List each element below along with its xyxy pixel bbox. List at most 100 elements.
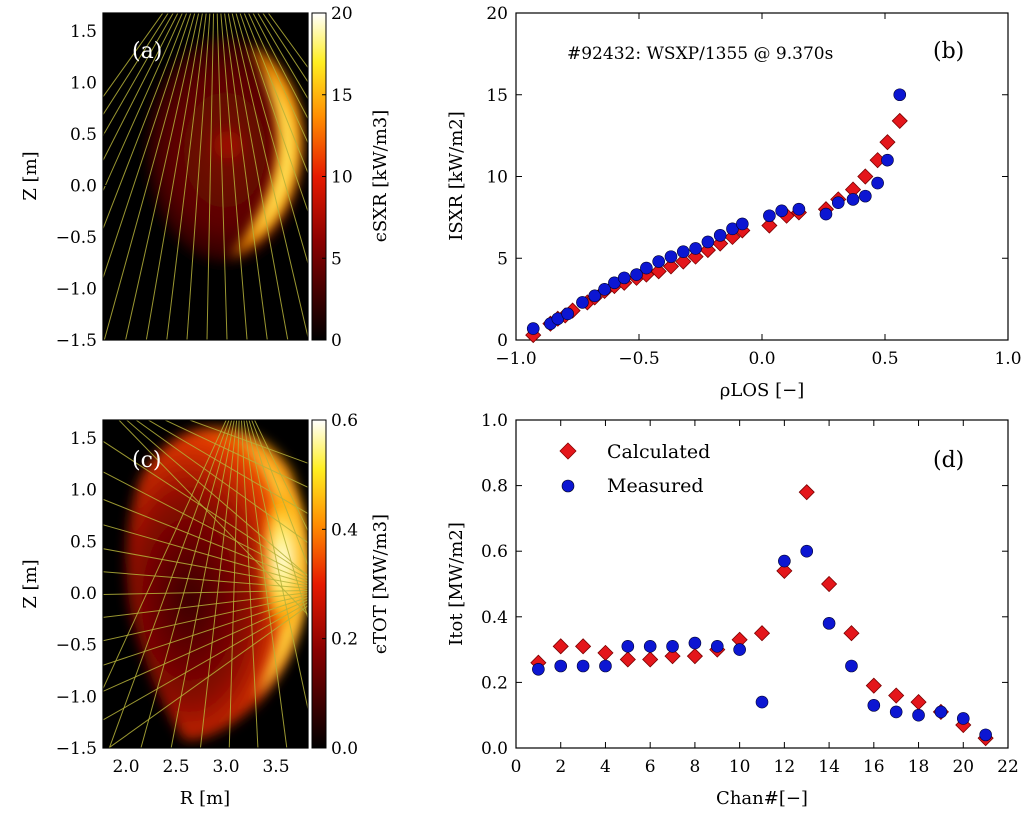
colorbar-tick-label: 20: [331, 4, 353, 24]
line-of-sight: [206, 13, 215, 340]
line-of-sight: [220, 13, 248, 340]
y-tick-label: 1.5: [70, 22, 97, 42]
measured-point: [956, 712, 970, 725]
y-tick-label: 20: [486, 4, 508, 24]
calculated-point: [776, 562, 793, 579]
colorbar-label-a: ϵSXR [kW/m3]: [370, 110, 391, 243]
colorbar-tick-label: 0: [331, 331, 342, 351]
colorbar-label-c: ϵTOT [MW/m3]: [370, 514, 391, 654]
y-tick-label: 10: [486, 168, 508, 188]
colorbar-tick-label: 0.0: [331, 739, 358, 759]
measured-point: [859, 189, 872, 203]
measured-point: [630, 268, 643, 281]
shot-annotation-b: #92432: WSXP/1355 @ 9.370s: [567, 44, 833, 64]
y-tick-label: 0.4: [481, 608, 508, 628]
calculated-point: [865, 677, 882, 694]
line-of-sight: [245, 420, 308, 712]
y-tick-label: 1.0: [481, 411, 508, 431]
measured-point: [912, 708, 925, 722]
colorbar-ticks-a: 20 15 10 5 0: [322, 4, 353, 351]
line-of-sight: [257, 13, 308, 100]
measured-point: [871, 176, 884, 190]
measured-point: [934, 705, 948, 719]
calculated-point: [843, 625, 860, 642]
line-of-sight: [103, 471, 308, 580]
measured-point: [599, 659, 612, 673]
line-of-sight: [199, 420, 238, 748]
y-tick-label: 0.0: [70, 584, 97, 604]
axis-ticks-d: 0 2 4 6 8 10 12 14 16 18 20 22 0.0 0.2 0.4 0.6 0.8 1.0: [481, 411, 1019, 777]
y-axis-label-a: Z [m]: [20, 151, 41, 200]
measured-point: [526, 322, 540, 335]
line-of-sight: [103, 13, 188, 231]
calculated-point: [619, 651, 636, 668]
data-points-b: [525, 88, 908, 344]
line-of-sight: [103, 13, 192, 280]
y-tick-label: 1.0: [70, 481, 97, 501]
x-tick-label: 2.5: [162, 757, 189, 777]
calculated-point: [664, 648, 681, 665]
line-of-sight: [103, 599, 308, 692]
x-tick-label: 6: [645, 757, 656, 777]
line-of-sight: [243, 13, 308, 175]
line-of-sight: [103, 589, 308, 596]
x-tick-label: 4: [600, 757, 611, 777]
measured-point: [666, 640, 679, 653]
x-ticks-c: 2.0 2.5 3.0 3.5: [112, 743, 290, 777]
y-tick-label: 5: [497, 249, 508, 269]
measured-point: [800, 544, 814, 558]
x-tick-label: 12: [774, 757, 796, 777]
measured-point: [588, 289, 602, 303]
line-of-sight: [125, 420, 308, 577]
x-axis-label-c: R [m]: [180, 788, 230, 809]
line-of-sight-fan-a: [103, 13, 308, 340]
line-of-sight: [103, 13, 164, 98]
measured-point: [576, 659, 590, 673]
line-of-sight: [103, 440, 308, 577]
measured-point: [831, 196, 845, 209]
x-tick-label: 0: [511, 757, 522, 777]
line-of-sight: [125, 13, 200, 340]
measured-point: [710, 640, 724, 653]
measured-point: [846, 193, 860, 206]
line-of-sight: [103, 602, 308, 721]
axis-ticks-b: −1.0 −0.5 0.0 0.5 1.0 0 5 10 15 20: [486, 4, 1021, 369]
line-of-sight: [170, 420, 235, 748]
x-tick-label: −1.0: [495, 349, 536, 369]
line-of-sight: [227, 13, 289, 340]
line-of-sight: [235, 13, 308, 266]
measured-point: [676, 245, 690, 259]
x-tick-label: −0.5: [618, 349, 659, 369]
panel-c: (c) 1.5 1.0 0.5 0.0 −0.5 −1.0 −1.5 2.0 2.5 3.0 3.…: [20, 411, 391, 809]
y-tick-label: −0.5: [56, 228, 97, 248]
line-of-sight: [103, 13, 169, 116]
calculated-point: [597, 644, 614, 661]
measured-point: [561, 307, 574, 321]
line-of-sight: [267, 13, 308, 69]
colorbar-tick-label: 0.2: [331, 630, 358, 650]
data-points-d: [530, 484, 994, 747]
line-of-sight: [118, 420, 308, 616]
x-tick-label: 20: [952, 757, 974, 777]
measured-point: [736, 217, 749, 231]
colorbar-tick-label: 5: [331, 249, 342, 269]
line-of-sight: [103, 13, 196, 340]
line-of-sight: [103, 13, 174, 137]
calculated-point: [857, 168, 874, 185]
calculated-point: [753, 625, 771, 642]
measured-point: [881, 153, 894, 167]
colorbar-tick-label: 10: [331, 168, 353, 188]
measured-point: [819, 207, 833, 221]
panel-a: (a) 1.5 1.0 0.5 0.0 −0.5 −1.0 −1.5 Z [m] 20 15 1…: [20, 4, 391, 351]
y-tick-label: 0.5: [70, 532, 97, 552]
calculated-point: [650, 263, 667, 280]
panel-tag-d: (d): [933, 448, 964, 473]
line-of-sight: [239, 13, 308, 214]
calculated-point: [888, 687, 905, 704]
calculated-point: [821, 575, 838, 593]
line-of-sight: [224, 13, 268, 340]
line-of-sight: [248, 420, 308, 620]
line-of-sight: [103, 594, 308, 642]
x-axis-label-d: Chan#[−]: [716, 788, 808, 809]
y-tick-label: 0.0: [481, 739, 508, 759]
